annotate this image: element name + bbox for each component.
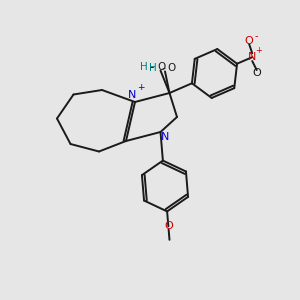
Text: O: O: [252, 68, 261, 78]
Text: O: O: [167, 63, 176, 73]
Text: H: H: [140, 62, 148, 73]
Text: N: N: [161, 132, 169, 142]
Text: O: O: [157, 62, 165, 73]
Text: N: N: [128, 89, 136, 100]
Text: N: N: [248, 52, 256, 62]
Text: -: -: [161, 63, 166, 73]
Text: -: -: [150, 61, 154, 74]
Text: O: O: [164, 221, 173, 231]
Text: +: +: [255, 46, 262, 55]
Text: O: O: [245, 36, 254, 46]
Text: +: +: [137, 83, 145, 92]
Text: H: H: [149, 63, 157, 73]
Text: -: -: [254, 31, 258, 41]
